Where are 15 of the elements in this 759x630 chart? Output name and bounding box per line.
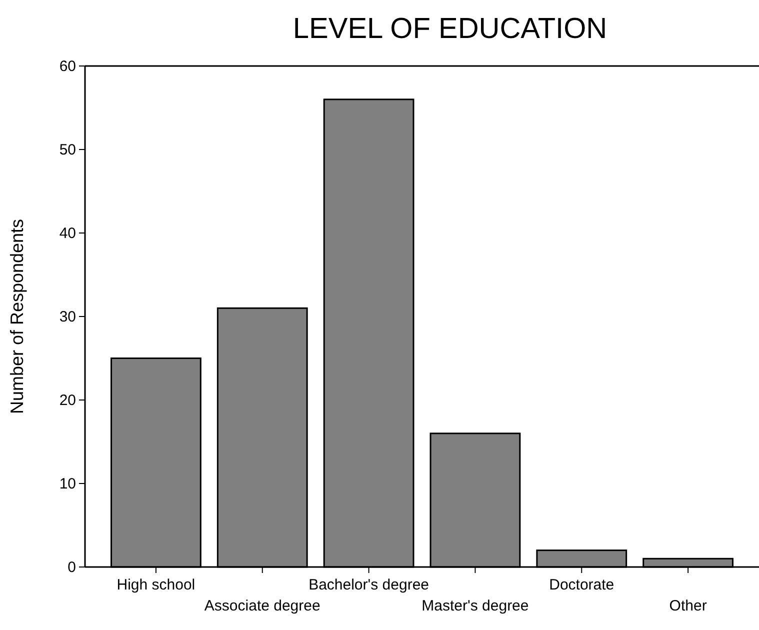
y-axis-title: Number of Respondents <box>7 218 27 414</box>
y-tick-label: 20 <box>59 392 76 409</box>
x-tick-label: Other <box>669 598 707 614</box>
y-tick-label: 60 <box>59 58 76 75</box>
x-tick-label: Doctorate <box>549 576 614 594</box>
x-tick-label: Master's degree <box>422 598 529 614</box>
x-tick-label: Bachelor's degree <box>308 576 430 594</box>
chart-title: LEVEL OF EDUCATION <box>292 13 608 45</box>
y-tick-label: 50 <box>59 141 76 158</box>
y-tick-label: 30 <box>59 308 76 326</box>
y-tick-label: 0 <box>68 558 76 576</box>
y-tick-label: 10 <box>59 475 76 492</box>
x-tick-label: High school <box>116 576 196 594</box>
y-tick-label: 40 <box>59 224 76 242</box>
x-tick-label: Associate degree <box>204 598 320 614</box>
